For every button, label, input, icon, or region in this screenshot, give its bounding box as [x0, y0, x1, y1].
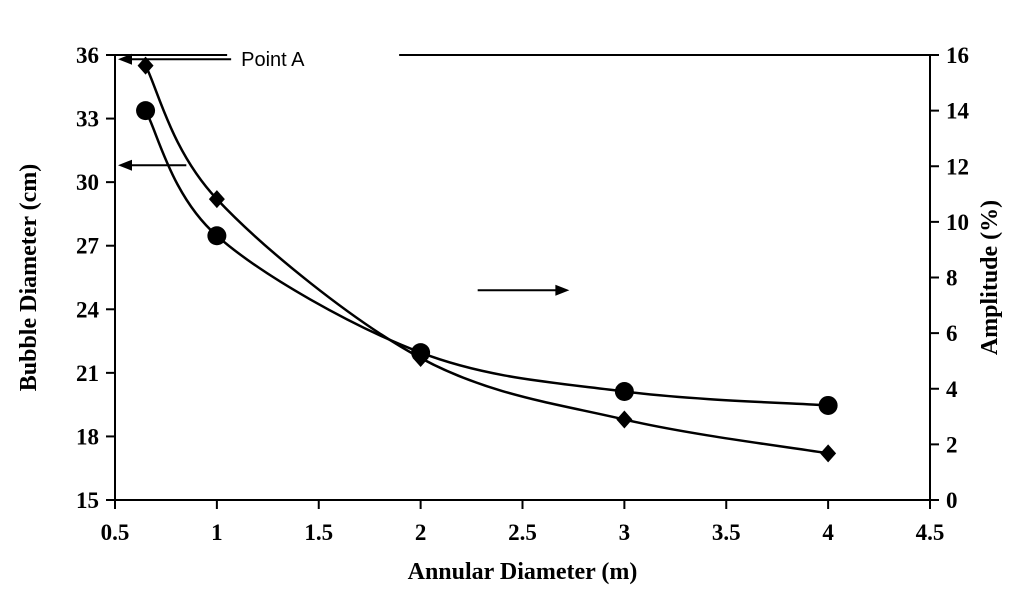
left-axis-tick-label: 33	[76, 107, 99, 132]
diamond-marker	[616, 410, 633, 429]
left-arrow-icon	[118, 53, 132, 65]
right-axis-tick-label: 0	[946, 488, 958, 513]
left-axis-tick-label: 18	[76, 424, 99, 449]
circle-marker	[207, 226, 227, 246]
right-axis-tick-label: 2	[946, 432, 958, 457]
circle-marker	[411, 343, 431, 363]
point-a-label: Point A	[241, 49, 305, 71]
circle-marker	[136, 101, 156, 121]
series-line-1	[144, 110, 829, 407]
diamond-marker	[820, 444, 837, 463]
circle-marker	[818, 395, 838, 415]
left-axis-title: Bubble Diameter (cm)	[16, 164, 42, 392]
left-axis-tick-label: 36	[76, 43, 99, 68]
left-axis-tick-label: 27	[76, 234, 99, 259]
plot-frame	[114, 54, 931, 501]
right-axis-title: Amplitude (%)	[977, 200, 1003, 355]
right-axis-tick-label: 6	[946, 321, 958, 346]
x-axis-title: Annular Diameter (m)	[408, 559, 638, 585]
x-axis-tick-label: 0.5	[101, 520, 130, 545]
right-axis-tick-label: 14	[946, 99, 970, 124]
right-axis-tick-label: 16	[946, 43, 969, 68]
annotation-label-mask	[227, 42, 400, 77]
right-axis-tick-label: 8	[946, 266, 958, 291]
x-axis-tick-label: 4.5	[916, 520, 945, 545]
left-axis-tick-label: 30	[76, 170, 99, 195]
x-axis-tick-label: 2.5	[508, 520, 537, 545]
right-arrow-icon	[555, 284, 570, 296]
x-axis-tick-label: 1	[211, 520, 223, 545]
diamond-marker	[208, 190, 225, 209]
x-axis-tick-label: 3.5	[712, 520, 741, 545]
x-axis-tick-label: 4	[822, 520, 834, 545]
circle-marker	[614, 382, 634, 402]
x-axis-tick-label: 2	[415, 520, 427, 545]
right-axis-tick-label: 4	[946, 377, 958, 402]
x-axis-tick-label: 3	[619, 520, 631, 545]
right-axis-tick-label: 10	[946, 210, 969, 235]
left-axis-tick-label: 21	[76, 361, 99, 386]
left-axis-tick-label: 24	[76, 297, 100, 322]
left-arrow-icon	[118, 159, 132, 171]
left-axis-tick-label: 15	[76, 488, 99, 513]
x-axis-tick-label: 1.5	[304, 520, 333, 545]
right-axis-tick-label: 12	[946, 154, 969, 179]
diamond-marker	[137, 56, 154, 75]
